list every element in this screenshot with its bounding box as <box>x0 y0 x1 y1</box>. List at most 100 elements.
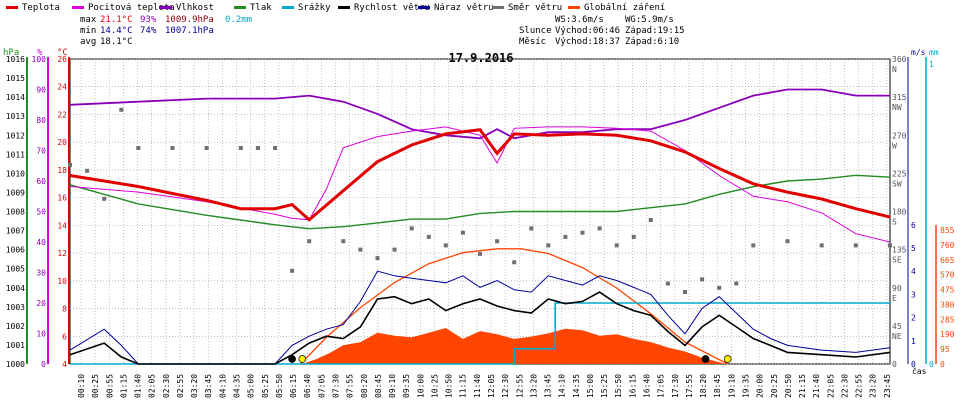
x-tick-label: 21:40 <box>812 374 821 398</box>
series-tlak <box>69 174 891 230</box>
tick-label-hpa: 1013 <box>6 112 25 121</box>
legend-item-8: Směr větru <box>492 3 562 13</box>
tick-label-hpa: 1012 <box>6 131 25 140</box>
axis-label-percent: % <box>37 48 43 58</box>
legend-swatch <box>6 6 18 9</box>
tick-label-wm2: 95 <box>940 345 950 354</box>
x-tick-label: 00:10 <box>77 374 86 398</box>
tick-label-celsius: 18 <box>57 166 67 175</box>
x-tick-label: 18:45 <box>713 374 722 398</box>
astro-block: WS:3.6m/s WG:5.9m/s Slunce Východ:06:46 … <box>519 15 685 47</box>
direction-point <box>546 243 551 248</box>
chart-title: 17.9.2016 <box>448 51 513 65</box>
x-tick-label: 05:00 <box>247 374 256 398</box>
moonset-marker <box>288 355 296 363</box>
tick-label-celsius: 6 <box>62 332 67 341</box>
x-tick-label: 14:35 <box>572 374 581 398</box>
tick-label-direction: 225 <box>892 169 907 178</box>
tick-label-percent: 70 <box>36 147 46 156</box>
tick-label-hpa: 1003 <box>6 303 25 312</box>
direction-point <box>478 251 482 256</box>
tick-label-wm2: 570 <box>940 271 955 280</box>
stat-avg-label: avg <box>80 37 96 47</box>
tick-label-hpa: 1005 <box>6 265 25 274</box>
x-tick-label: 21:15 <box>798 374 807 398</box>
tick-label-percent: 90 <box>36 86 46 95</box>
direction-point <box>341 239 346 244</box>
direction-point <box>888 243 892 248</box>
legend-label: Tlak <box>250 3 272 13</box>
x-tick-label: 12:05 <box>487 374 496 398</box>
direction-point <box>85 168 90 173</box>
tick-label-direction: 0 <box>892 360 897 369</box>
tick-label-percent: 100 <box>32 55 47 64</box>
x-tick-label: 08:45 <box>374 374 383 398</box>
x-tick-label: 05:50 <box>275 374 284 398</box>
tick-label-celsius: 22 <box>57 110 67 119</box>
tick-label-hpa: 1000 <box>6 360 25 369</box>
direction-point <box>563 234 568 239</box>
x-tick-label: 17:30 <box>671 374 680 398</box>
x-tick-label: 08:20 <box>360 374 369 398</box>
x-tick-label: 05:25 <box>261 374 270 398</box>
stats-block: max 21.1°C 93% 1009.9hPa 0.2mm min 14.4°… <box>80 15 252 47</box>
tick-label-celsius: 4 <box>62 360 67 369</box>
stat-min-temp: 14.4°C <box>100 26 133 36</box>
x-tick-label: 16:15 <box>628 374 637 398</box>
tick-label-celsius: 12 <box>57 249 67 258</box>
direction-point <box>785 239 790 244</box>
series-srazky <box>70 302 890 365</box>
direction-point <box>683 290 687 294</box>
direction-point <box>597 226 602 231</box>
tick-label-mm: 0 <box>929 360 934 369</box>
x-tick-label: 11:15 <box>459 374 468 398</box>
direction-point <box>170 146 175 150</box>
x-tick-label: 20:00 <box>756 374 765 398</box>
tick-label-wm2: 285 <box>940 315 955 324</box>
direction-point <box>119 107 124 112</box>
sunset-marker <box>723 355 732 363</box>
x-tick-label: 01:15 <box>119 374 128 398</box>
tick-label-direction: SW <box>892 179 902 188</box>
tick-label-direction: 45 <box>892 322 902 331</box>
direction-point <box>529 226 534 231</box>
direction-point <box>734 281 739 286</box>
tick-label-ms: 5 <box>911 244 916 253</box>
stat-min-press: 1007.1hPa <box>165 26 214 36</box>
direction-point <box>273 146 277 150</box>
tick-label-celsius: 16 <box>57 194 67 203</box>
legend-item-1: Teplota <box>6 3 60 13</box>
legend-item-2: Pocitová teplota <box>72 3 175 13</box>
stat-min-hum: 74% <box>140 26 157 36</box>
series-rychlost-vetru <box>69 291 891 365</box>
tick-label-direction: 135 <box>892 246 907 255</box>
tick-label-wm2: 0 <box>940 360 945 369</box>
legend-swatch <box>160 6 172 9</box>
x-tick-label: 07:30 <box>331 374 340 398</box>
direction-point <box>358 247 363 252</box>
axis-label-ms: m/s <box>911 48 926 57</box>
x-tick-label: 15:00 <box>586 374 595 398</box>
x-tick-label: 13:20 <box>529 374 538 398</box>
x-tick-label: 07:55 <box>346 374 355 398</box>
direction-point <box>853 243 858 248</box>
tick-label-hpa: 1014 <box>6 93 25 102</box>
tick-label-direction: N <box>892 65 897 74</box>
x-tick-label: 10:50 <box>445 374 454 398</box>
legend-label: Pocitová teplota <box>88 3 175 13</box>
tick-label-hpa: 1016 <box>6 55 25 64</box>
direction-point <box>426 234 431 239</box>
x-tick-label: 12:30 <box>501 374 510 398</box>
tick-label-percent: 20 <box>36 299 46 308</box>
series-pocitova-teplota <box>69 126 891 243</box>
plot-frame <box>69 58 891 365</box>
legend-item-5: Srážky <box>282 3 331 13</box>
x-tick-label: 22:30 <box>840 374 849 398</box>
tick-label-celsius: 14 <box>57 221 67 230</box>
direction-point <box>700 277 705 282</box>
tick-label-wm2: 855 <box>940 226 955 235</box>
x-tick-label: 04:35 <box>233 374 242 398</box>
direction-point <box>290 268 295 273</box>
tick-label-hpa: 1001 <box>6 341 25 350</box>
